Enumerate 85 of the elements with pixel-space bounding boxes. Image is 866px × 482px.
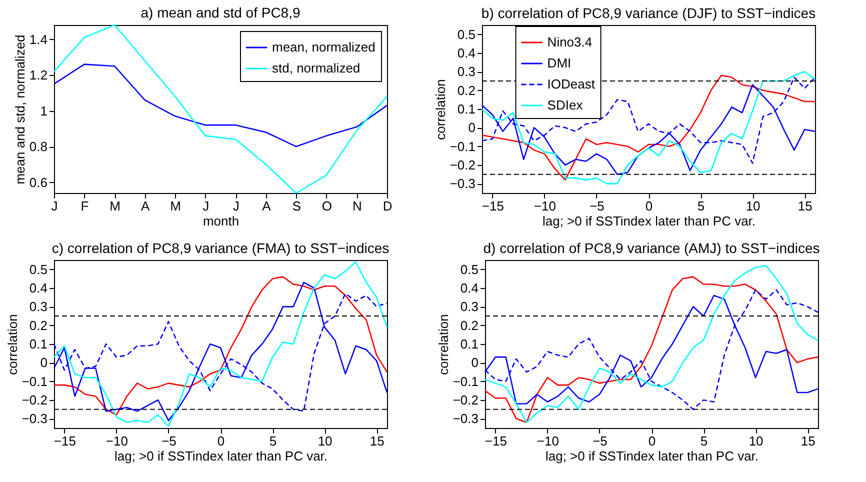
x-axis-title: lag; >0 if SSTindex later than PC var. <box>114 448 328 464</box>
y-tick-label: 0.6 <box>29 174 48 190</box>
x-axis-title: lag; >0 if SSTindex later than PC var. <box>542 214 756 228</box>
x-tick-label: 5 <box>697 198 705 214</box>
x-tick-label: N <box>352 198 362 214</box>
x-tick-label: 0 <box>645 198 653 214</box>
y-axis-title: correlation <box>432 79 448 140</box>
x-tick-label: 0 <box>217 434 225 448</box>
x-tick-label: D <box>382 198 392 214</box>
x-tick-label: −10 <box>536 434 559 448</box>
x-tick-label: J <box>202 198 210 214</box>
y-tick-label: −0.2 <box>452 392 478 408</box>
y-tick-label: −0.1 <box>22 374 48 389</box>
y-tick-label: −0.1 <box>452 374 478 389</box>
y-tick-label: 0.5 <box>460 262 478 277</box>
x-tick-label: J <box>51 198 58 214</box>
y-tick-label: 1.4 <box>29 32 48 47</box>
x-tick-label: −5 <box>590 198 604 214</box>
y-tick-label: 1.2 <box>29 68 48 83</box>
chart-title: a) mean and std of PC8,9 <box>140 4 300 20</box>
y-tick-label: 0.2 <box>29 318 48 333</box>
x-tick-label: −10 <box>106 434 128 448</box>
y-axis-title: correlation <box>4 314 20 375</box>
x-tick-label: 15 <box>800 434 816 448</box>
y-tick-label: −0.2 <box>450 158 476 172</box>
x-tick-label: −10 <box>534 198 556 214</box>
x-tick-label: 5 <box>269 434 277 448</box>
x-tick-label: A <box>140 198 150 214</box>
x-tick-label: 10 <box>748 434 764 448</box>
y-tick-label: 0.2 <box>460 318 478 333</box>
x-tick-label: 10 <box>746 198 760 214</box>
x-tick-label: −5 <box>162 434 176 448</box>
y-tick-label: 0 <box>471 355 478 370</box>
legend-label: IODeast <box>547 76 596 92</box>
y-tick-label: 0 <box>468 120 476 136</box>
y-tick-label: 1 <box>40 103 48 118</box>
x-tick-label: S <box>292 198 302 214</box>
y-axis-title: correlation <box>436 314 451 375</box>
chart-title: d) correlation of PC8,9 variance (AMJ) to SST−indices <box>483 240 820 256</box>
x-tick-label: 15 <box>798 198 812 214</box>
legend-label: mean, normalized <box>272 40 376 54</box>
x-axis-title: month <box>202 214 240 228</box>
line-series <box>53 261 388 427</box>
y-tick-label: 0.3 <box>460 299 478 314</box>
legend-label: DMI <box>547 56 572 70</box>
y-tick-label: −0.3 <box>450 176 476 192</box>
y-tick-label: 0.1 <box>29 336 48 352</box>
y-tick-label: 0.5 <box>29 262 48 277</box>
x-tick-label: M <box>170 198 182 214</box>
y-tick-label: −0.3 <box>22 411 48 426</box>
x-tick-label: F <box>80 198 89 214</box>
x-tick-label: −15 <box>54 434 76 448</box>
line-series <box>53 64 388 148</box>
x-tick-label: 0 <box>648 434 656 448</box>
y-tick-label: 0 <box>40 355 48 370</box>
x-tick-label: A <box>262 198 272 214</box>
x-tick-label: −5 <box>592 434 608 448</box>
x-tick-label: −15 <box>482 198 504 214</box>
y-tick-label: 0.4 <box>457 46 476 60</box>
x-tick-label: 10 <box>318 434 332 448</box>
y-axis-title: mean and std, normalized <box>12 34 28 184</box>
y-tick-label: 0.8 <box>29 139 48 154</box>
y-tick-label: −0.3 <box>452 411 478 426</box>
legend-label: SDIex <box>547 98 584 112</box>
legend-label: std, normalized <box>272 60 360 76</box>
x-tick-label: M <box>110 198 120 214</box>
y-tick-label: 0.3 <box>457 64 476 80</box>
y-tick-label: −0.1 <box>450 138 476 154</box>
x-tick-label: −15 <box>484 434 507 448</box>
y-tick-label: 0.5 <box>457 26 476 42</box>
y-tick-label: 0.4 <box>29 280 48 296</box>
y-tick-label: 0.1 <box>457 102 476 116</box>
x-tick-label: J <box>232 198 240 214</box>
y-tick-label: 0.1 <box>460 336 478 352</box>
x-tick-label: O <box>322 198 332 214</box>
y-tick-label: −0.2 <box>22 392 48 408</box>
y-tick-label: 0.4 <box>460 280 478 296</box>
x-tick-label: 15 <box>370 434 384 448</box>
y-tick-label: 0.3 <box>29 299 48 314</box>
legend-label: Nino3.4 <box>547 34 592 50</box>
y-tick-label: 0.2 <box>457 82 476 98</box>
chart-title: c) correlation of PC8,9 variance (FMA) to SST−indices <box>52 240 390 256</box>
x-axis-title: lag; >0 if SSTindex later than PC var. <box>545 448 759 464</box>
x-tick-label: 5 <box>700 434 708 448</box>
chart-title: b) correlation of PC8,9 variance (DJF) to SST−indices <box>481 5 816 21</box>
